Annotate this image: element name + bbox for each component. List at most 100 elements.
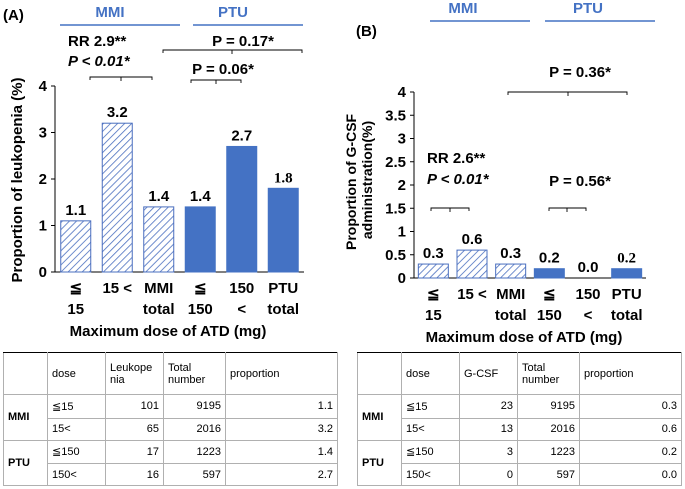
- panel-b-y-ticks: 0 0.5 1 1.5 2 2.5 3 3.5 4: [385, 84, 414, 287]
- b-x-tick-label-line2: <: [584, 307, 593, 324]
- b-value-label: 0.2: [539, 250, 560, 267]
- b-x-tick-label-line2: total: [611, 307, 643, 324]
- leukopenia-table-row: 150< 16 597 2.7: [4, 463, 338, 486]
- leukopenia-table-dose-cell: 150<: [47, 463, 106, 486]
- b-bar: [533, 268, 565, 279]
- leukopenia-table: dose Leukope nia Total number proportion MMI ≦1…: [3, 351, 338, 487]
- gcsf-table-total-cell: 2016: [517, 417, 580, 441]
- gcsf-table-header-row: dose G-CSF Total number proportion: [357, 351, 682, 396]
- panel-b-p-annotation-3: P = 0.56*: [549, 173, 611, 190]
- a-x-tick-label-line2: <: [237, 301, 246, 318]
- b-x-tick-label: ≦: [427, 286, 440, 303]
- panel-a-bracket-mmi: [89, 76, 153, 81]
- gcsf-table-row: PTU ≦150 3 1223 0.2: [357, 439, 682, 487]
- a-value-label: 1.1: [65, 202, 86, 219]
- gcsf-table-proportion-cell: 0.0: [579, 463, 682, 486]
- b-x-tick-label: PTU: [612, 286, 642, 303]
- b-bar: [611, 268, 643, 279]
- b-x-tick-label-line2: 15: [425, 307, 442, 324]
- leukopenia-table-proportion-cell: 3.2: [225, 417, 338, 441]
- panel-a-value-labels: 1.1 3.2 1.4 1.4 2.7 1.8: [65, 104, 292, 219]
- a-bar: [101, 122, 133, 273]
- a-y-tick-label: 0: [39, 264, 47, 281]
- panel-a: (A) MMI PTU RR 2.9** P < 0.01* P = 0.17*…: [3, 4, 304, 340]
- b-x-tick-label-line2: 150: [537, 307, 562, 324]
- gcsf-table-proportion-cell: 0.6: [579, 417, 682, 441]
- gcsf-table-dose-cell: 150<: [401, 463, 460, 486]
- gcsf-table-header-cell: proportion: [579, 351, 682, 396]
- leukopenia-table-dose-cell: ≦15: [47, 394, 106, 419]
- leukopenia-table-header-blank: [3, 351, 48, 396]
- leukopenia-table-group-name: PTU: [3, 439, 48, 487]
- a-y-tick-label: 3: [39, 125, 47, 142]
- panel-a-bracket-total: [162, 49, 303, 54]
- leukopenia-table-count-cell: 65: [105, 417, 164, 441]
- leukopenia-table-total-cell: 597: [163, 463, 226, 486]
- leukopenia-table-group-name: MMI: [3, 394, 48, 441]
- a-value-label: 3.2: [107, 104, 128, 121]
- leukopenia-table-row: 15< 65 2016 3.2: [4, 417, 338, 441]
- panel-b-x-label: Maximum dose of ATD (mg): [426, 329, 623, 346]
- panel-a-bracket-ptu: [190, 79, 242, 84]
- panel-b-bracket-mmi: [430, 207, 470, 212]
- gcsf-table-dose-cell: 15<: [401, 417, 460, 441]
- panel-a-p-annotation-1: P < 0.01*: [68, 53, 131, 70]
- b-y-tick-label: 1.5: [385, 200, 406, 217]
- leukopenia-table-dose-cell: ≦150: [47, 439, 106, 465]
- panel-b-x-ticks: ≦ 15 15 < MMI total ≦ 150 150 < PTU total: [425, 286, 643, 324]
- leukopenia-table-proportion-cell: 1.4: [225, 439, 338, 465]
- panel-a-label: (A): [3, 7, 24, 24]
- a-x-tick-label: MMI: [144, 280, 173, 297]
- gcsf-table-proportion-cell: 0.3: [579, 394, 682, 419]
- panel-b-bars: [417, 249, 643, 279]
- leukopenia-table-header-cell: dose: [47, 351, 106, 396]
- leukopenia-table-count-cell: 16: [105, 463, 164, 486]
- b-value-label: 0.2: [617, 251, 636, 267]
- b-y-tick-label: 2.5: [385, 154, 406, 171]
- leukopenia-table-header-cell: Leukope nia: [105, 351, 164, 396]
- gcsf-table-count-cell: 3: [459, 439, 518, 465]
- gcsf-table-group-name: MMI: [357, 394, 402, 441]
- leukopenia-table-dose-cell: 15<: [47, 417, 106, 441]
- panel-b-p-annotation-2: P < 0.01*: [427, 171, 490, 188]
- b-y-tick-label: 0: [398, 270, 406, 287]
- a-x-tick-label-line2: 150: [188, 301, 213, 318]
- panel-b-p-annotation-1: P = 0.36*: [549, 64, 611, 81]
- a-value-label: 1.4: [190, 188, 212, 205]
- b-y-tick-label: 3.5: [385, 107, 406, 124]
- panel-b-group-ptu: PTU: [573, 0, 603, 17]
- a-value-label: 2.7: [231, 127, 252, 144]
- a-bar: [226, 145, 258, 273]
- gcsf-table-row: MMI ≦15 23 9195 0.3: [357, 394, 682, 441]
- gcsf-table-count-cell: 13: [459, 417, 518, 441]
- a-x-tick-label-line2: total: [267, 301, 299, 318]
- b-y-tick-label: 0.5: [385, 247, 406, 264]
- gcsf-table-row: 150< 0 597 0.0: [358, 463, 682, 486]
- b-x-tick-label: ≦: [543, 286, 556, 303]
- panel-a-x-ticks: ≦ 15 15 < MMI total ≦ 150 150 < PTU total: [67, 280, 299, 318]
- b-value-label: 0.3: [500, 245, 521, 262]
- a-bar: [60, 220, 92, 273]
- gcsf-table-header-cell: Total number: [517, 351, 580, 396]
- gcsf-table-total-cell: 597: [517, 463, 580, 486]
- a-x-tick-label-line2: 15: [67, 301, 84, 318]
- gcsf-table-count-cell: 0: [459, 463, 518, 486]
- a-y-tick-label: 1: [39, 218, 47, 235]
- panel-a-y-label: Proportion of leukopenia (%): [9, 77, 26, 282]
- a-x-tick-label: ≦: [69, 280, 82, 297]
- panel-b-rr-annotation: RR 2.6**: [427, 150, 486, 167]
- a-x-tick-label: ≦: [194, 280, 207, 297]
- leukopenia-table-total-cell: 9195: [163, 394, 226, 419]
- gcsf-table-dose-cell: ≦150: [401, 439, 460, 465]
- panel-b-value-labels: 0.3 0.6 0.3 0.2 0.0 0.2: [423, 231, 636, 276]
- panel-a-rr-annotation: RR 2.9**: [68, 33, 127, 50]
- a-x-tick-label: 150: [229, 280, 254, 297]
- gcsf-table-count-cell: 23: [459, 394, 518, 419]
- leukopenia-table-header-cell: proportion: [225, 351, 338, 396]
- leukopenia-table-count-cell: 101: [105, 394, 164, 419]
- gcsf-table-total-cell: 1223: [517, 439, 580, 465]
- a-x-tick-label: 15 <: [102, 280, 132, 297]
- a-y-tick-label: 4: [39, 78, 48, 95]
- panel-b-y-label: Proportion of G-CSF administration(%): [343, 110, 375, 250]
- a-y-tick-label: 2: [39, 171, 47, 188]
